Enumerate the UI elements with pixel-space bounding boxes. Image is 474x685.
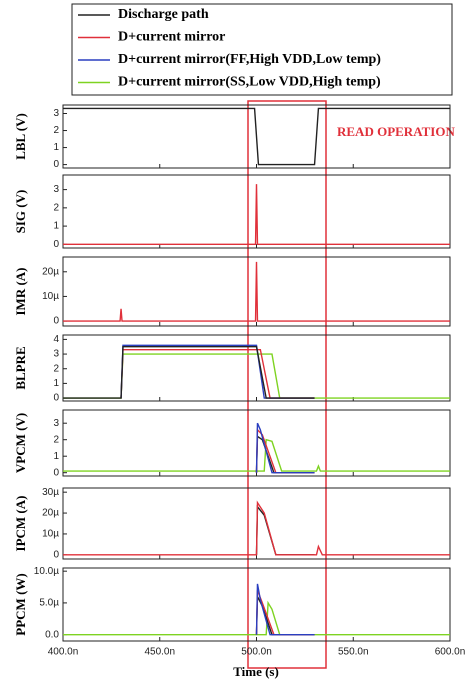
series-line — [120, 344, 315, 399]
y-tick-label: 20µ — [42, 508, 59, 519]
series-line — [120, 348, 315, 399]
y-axis-title: IMR (A) — [13, 267, 28, 315]
annotation: READ OPERATION — [337, 124, 455, 139]
series-line — [255, 422, 315, 474]
y-axis-title: LBL (V) — [13, 113, 28, 160]
series-line — [63, 261, 450, 322]
y-tick-label: 3 — [53, 108, 59, 119]
y-tick-label: 20µ — [42, 266, 59, 277]
y-tick-label: 5.0µ — [39, 598, 59, 609]
y-tick-label: 1 — [53, 142, 59, 153]
y-tick-label: 0.0 — [45, 629, 59, 640]
series-line — [255, 583, 315, 636]
x-axis-title: Time (s) — [233, 664, 279, 679]
y-tick-label: 2 — [53, 363, 59, 374]
y-axis-title: VPCM (V) — [13, 413, 28, 473]
y-axis-title: IPCM (A) — [13, 496, 28, 552]
y-tick-label: 0 — [53, 316, 59, 327]
y-tick-label: 0 — [53, 159, 59, 170]
x-tick-label: 400.0n — [48, 647, 79, 658]
y-tick-label: 0 — [53, 467, 59, 478]
y-tick-label: 30µ — [42, 487, 59, 498]
series-line — [63, 346, 315, 399]
series-line — [63, 438, 450, 472]
y-tick-label: 2 — [53, 125, 59, 136]
y-tick-label: 3 — [53, 418, 59, 429]
x-tick-label: 450.0n — [144, 647, 175, 658]
y-tick-label: 0 — [53, 239, 59, 250]
x-tick-label: 550.0n — [338, 647, 369, 658]
y-axis-title: SIG (V) — [13, 190, 28, 234]
y-tick-label: 1 — [53, 451, 59, 462]
series-line — [63, 184, 450, 246]
series-line — [63, 107, 450, 166]
legend-label: D+current mirror(SS,Low VDD,High temp) — [118, 75, 381, 90]
y-tick-label: 0 — [53, 393, 59, 404]
legend-box — [71, 3, 453, 96]
y-tick-label: 4 — [53, 334, 59, 345]
y-tick-label: 1 — [53, 378, 59, 389]
y-tick-label: 10µ — [42, 291, 59, 302]
y-tick-label: 0 — [53, 549, 59, 560]
y-tick-label: 10µ — [42, 529, 59, 540]
x-tick-label: 500.0n — [241, 647, 272, 658]
y-tick-label: 3 — [53, 184, 59, 195]
y-tick-label: 1 — [53, 221, 59, 232]
y-tick-label: 2 — [53, 202, 59, 213]
series-line — [63, 500, 450, 556]
y-axis-title: PPCM (W) — [13, 573, 28, 635]
y-tick-label: 2 — [53, 434, 59, 445]
x-tick-label: 600.0n — [435, 647, 466, 658]
y-axis-title: BLPRE — [13, 346, 28, 389]
legend-label: Discharge path — [118, 7, 209, 22]
series-line — [255, 589, 315, 636]
legend-label: D+current mirror — [118, 30, 225, 45]
legend-label: D+current mirror(FF,High VDD,Low temp) — [118, 52, 381, 67]
y-tick-label: 3 — [53, 349, 59, 360]
read-window — [247, 100, 327, 669]
y-tick-label: 10.0µ — [34, 566, 59, 577]
